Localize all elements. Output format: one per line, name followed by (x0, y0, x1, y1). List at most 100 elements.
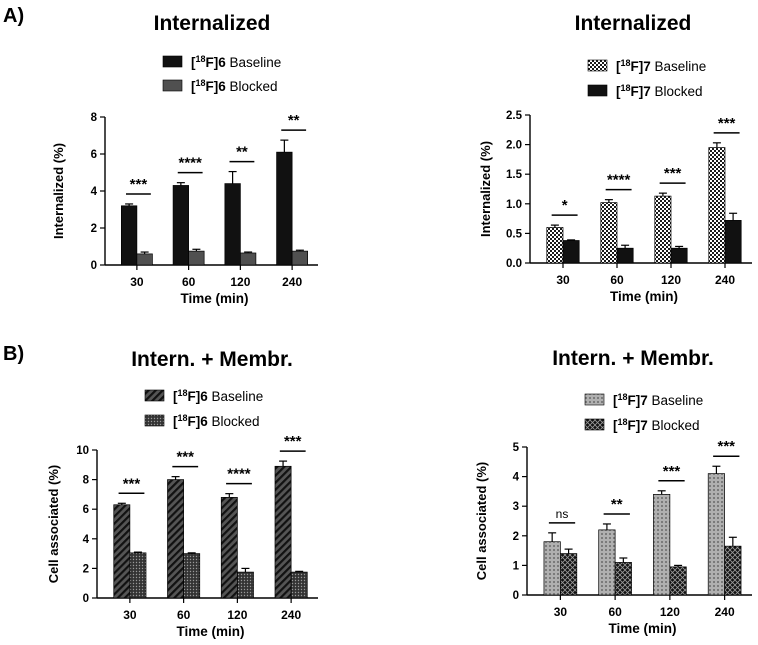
legend-label: [18F]7 Blocked (616, 83, 703, 99)
chart-cell-associated-f7: Intern. + Membr. [18F]7 Baseline [18F]7 Bl… (474, 347, 752, 636)
x-tick-label: 30 (123, 608, 137, 622)
legend-swatch (587, 59, 608, 72)
y-tick-label: 2 (83, 563, 89, 575)
chart-title: Internalized (154, 12, 271, 35)
bar (224, 183, 241, 266)
panel-label-b: B) (3, 343, 24, 365)
bar (724, 545, 742, 596)
bar (113, 504, 131, 599)
y-tick-label: 5 (513, 442, 520, 454)
x-tick-label: 120 (230, 275, 250, 289)
y-tick-label: 2 (513, 531, 519, 543)
bar (543, 541, 561, 596)
bar (129, 552, 147, 599)
significance-label: **** (227, 466, 251, 483)
bar (291, 250, 308, 266)
legend-label: [18F]7 Baseline (613, 392, 703, 408)
x-tick-label: 240 (282, 275, 302, 289)
significance-label: *** (130, 176, 148, 193)
legend-swatch (584, 393, 605, 406)
bar (598, 529, 616, 596)
x-tick-label: 240 (715, 605, 735, 619)
y-tick-label: 6 (91, 149, 97, 161)
y-tick-label: 2.0 (506, 140, 522, 152)
x-tick-label: 30 (556, 273, 570, 287)
bar (562, 240, 580, 264)
y-tick-label: 8 (83, 475, 90, 487)
y-tick-label: 0.0 (506, 258, 522, 270)
legend-label: [18F]6 Blocked (191, 78, 278, 94)
bar (546, 227, 564, 264)
bar (669, 566, 687, 596)
bar (274, 465, 292, 599)
significance-label: *** (718, 438, 736, 455)
x-tick-label: 240 (281, 608, 301, 622)
chart-cell-associated-f6: Intern. + Membr. [18F]6 Baseline [18F]6 Bl… (46, 348, 318, 639)
legend-swatch (162, 55, 183, 68)
y-axis-label: Cell associated (%) (474, 462, 489, 581)
bar (172, 185, 189, 266)
y-tick-label: 0.5 (506, 228, 523, 240)
y-tick-label: 2.5 (506, 110, 523, 122)
legend-swatch (162, 79, 183, 92)
legend-label: [18F]6 Blocked (173, 413, 260, 429)
bar (136, 253, 153, 266)
legend-swatch (587, 84, 608, 97)
x-tick-label: 60 (177, 608, 191, 622)
x-tick-label: 60 (608, 605, 622, 619)
x-tick-label: 120 (661, 273, 681, 287)
x-tick-label: 60 (182, 275, 196, 289)
bar (237, 571, 254, 599)
bar (707, 473, 725, 596)
legend-swatch (144, 389, 165, 402)
y-tick-label: 1 (513, 560, 520, 572)
y-tick-label: 0 (513, 590, 519, 602)
bar (670, 247, 688, 264)
significance-label: *** (664, 165, 682, 182)
bar (240, 252, 257, 266)
significance-label: ** (288, 112, 300, 129)
bar (276, 151, 293, 266)
y-tick-label: 0 (91, 260, 97, 272)
y-axis-label: Cell associated (%) (46, 465, 61, 584)
significance-label: *** (123, 475, 141, 492)
significance-label: **** (178, 155, 202, 172)
x-tick-label: 120 (660, 605, 680, 619)
significance-label: ** (611, 496, 623, 513)
chart-internalized-f6: Internalized [18F]6 Baseline [18F]6 Blocke… (51, 12, 318, 306)
legend-label: [18F]6 Baseline (191, 54, 281, 70)
chart-internalized-f7: Internalized [18F]7 Baseline [18F]7 Blocke… (478, 12, 752, 304)
bar (290, 571, 308, 599)
x-axis-label: Time (min) (176, 624, 244, 639)
significance-label: **** (607, 172, 631, 189)
y-tick-label: 4 (513, 472, 520, 484)
y-tick-label: 1.5 (506, 169, 523, 181)
y-axis-label: Internalized (%) (51, 143, 66, 239)
bar (614, 562, 632, 596)
x-tick-label: 30 (130, 275, 144, 289)
y-tick-label: 6 (83, 504, 89, 516)
y-axis-label: Internalized (%) (478, 141, 493, 237)
significance-label: *** (718, 115, 736, 132)
x-tick-label: 240 (715, 273, 735, 287)
panel-label-a: A) (3, 5, 24, 27)
significance-label: *** (176, 449, 194, 466)
x-tick-label: 120 (227, 608, 247, 622)
x-axis-label: Time (min) (180, 291, 248, 306)
y-tick-label: 10 (76, 445, 89, 457)
legend-label: [18F]7 Blocked (613, 417, 700, 433)
bar (654, 195, 672, 264)
x-axis-label: Time (min) (608, 621, 676, 636)
bar (724, 220, 742, 264)
legend-swatch (144, 414, 165, 427)
y-tick-label: 1.0 (506, 199, 522, 211)
y-tick-label: 4 (83, 534, 90, 546)
bar (560, 553, 578, 596)
bar (183, 553, 201, 599)
y-tick-label: 0 (83, 593, 89, 605)
legend-label: [18F]6 Baseline (173, 388, 263, 404)
significance-label: *** (663, 463, 681, 480)
y-tick-label: 8 (91, 112, 98, 124)
bar (600, 202, 618, 264)
